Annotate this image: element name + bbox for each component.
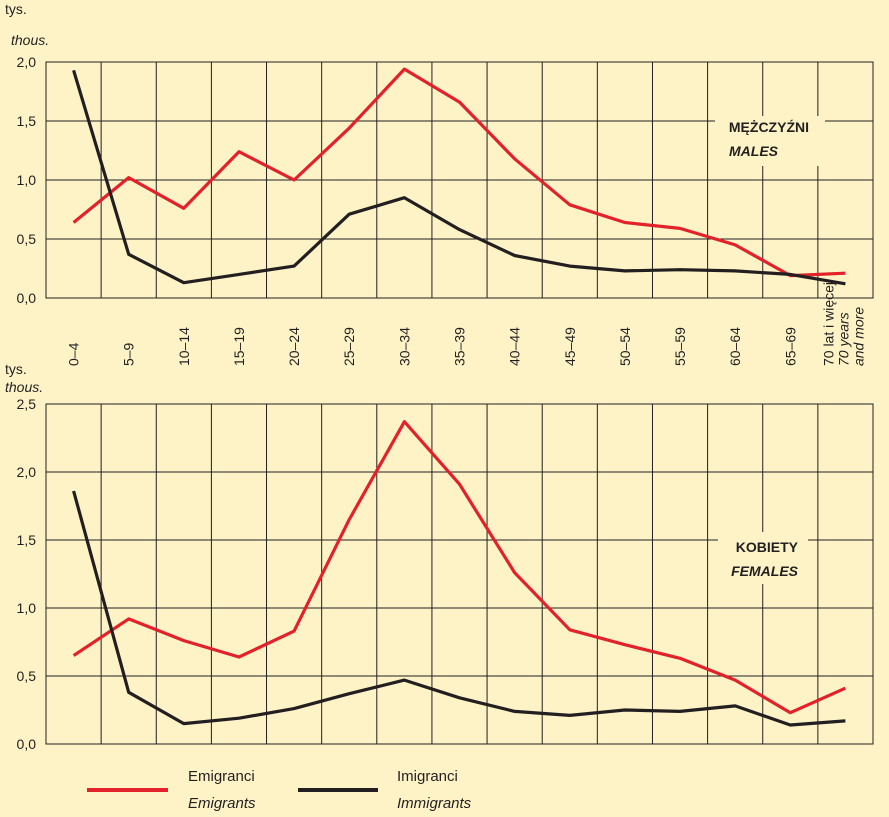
- category-label: 20–24: [286, 327, 302, 366]
- category-label: 60–64: [727, 327, 743, 366]
- females-y-tick-label: 2,5: [17, 396, 37, 412]
- category-label: 45–49: [562, 327, 578, 366]
- females-y-tick-label: 1,0: [17, 600, 37, 616]
- females-title-box: [718, 532, 808, 584]
- legend: Emigranci Emigrants Imigranci Immigrants: [87, 768, 472, 812]
- males-immigrants-line: [72, 69, 846, 286]
- category-label-last: 70 years: [835, 312, 851, 366]
- category-label: 5–9: [121, 342, 137, 366]
- females-title-en: FEMALES: [731, 563, 799, 579]
- males-y-ticks: 0,0 0,5 1,0 1,5 2,0: [17, 54, 37, 306]
- legend-emigrants-label: Emigranci: [188, 768, 255, 785]
- legend-immigrants-label-en: Immigrants: [397, 795, 472, 812]
- category-label: 0–4: [66, 342, 82, 366]
- males-y-tick-label: 1,0: [17, 172, 37, 188]
- males-y-tick-label: 0,5: [17, 231, 37, 247]
- females-emigrants-line: [72, 420, 847, 715]
- category-label: 65–69: [782, 327, 798, 366]
- category-label: 10–14: [176, 327, 192, 366]
- females-y-tick-label: 0,5: [17, 668, 37, 684]
- category-label: 35–39: [452, 327, 468, 366]
- category-axis: 0–4 5–9 10–14 15–19 20–24 25–29 30–34 35–39 40–4…: [66, 282, 867, 366]
- males-series: [72, 67, 846, 286]
- category-label: 25–29: [341, 327, 357, 366]
- females-y-ticks: 0,0 0,5 1,0 1,5 2,0 2,5: [17, 396, 37, 752]
- category-label-last: and more: [850, 307, 866, 366]
- females-y-tick-label: 2,0: [17, 464, 37, 480]
- males-y-tick-label: 1,5: [17, 113, 37, 129]
- females-series: [72, 420, 847, 727]
- males-title: MĘŻCZYŹNI: [729, 119, 809, 135]
- legend-emigrants-label-en: Emigrants: [188, 795, 256, 812]
- males-grid: [45, 61, 874, 299]
- males-y-axis-label: tys.: [5, 1, 27, 17]
- category-label-last: 70 lat i więcej: [820, 282, 836, 366]
- females-y-tick-label: 1,5: [17, 532, 37, 548]
- category-label: 15–19: [231, 327, 247, 366]
- category-label: 50–54: [617, 327, 633, 366]
- males-title-en: MALES: [729, 143, 779, 159]
- males-emigrants-line: [72, 67, 846, 278]
- females-immigrants-line: [72, 490, 846, 727]
- males-y-tick-label: 2,0: [17, 54, 37, 70]
- category-label: 30–34: [396, 327, 412, 366]
- females-chart: tys. thous. 0,0 0,5 1,0 1,5 2,0 2,5 KOBIETY F…: [5, 361, 874, 752]
- males-y-tick-label: 0,0: [17, 290, 37, 306]
- males-y-axis-label-en: thous.: [11, 32, 49, 48]
- females-y-tick-label: 0,0: [17, 736, 37, 752]
- legend-immigrants-label: Imigranci: [397, 768, 458, 785]
- category-label: 55–59: [672, 327, 688, 366]
- females-title: KOBIETY: [736, 539, 799, 555]
- males-title-box: [715, 116, 825, 166]
- males-chart: tys. thous. 0,0 0,5 1,0 1,5 2,0 MĘŻCZYŹNI MA…: [5, 1, 874, 306]
- females-y-axis-label: tys.: [5, 361, 27, 377]
- category-label: 40–44: [507, 327, 523, 366]
- females-y-axis-label-en: thous.: [5, 379, 43, 395]
